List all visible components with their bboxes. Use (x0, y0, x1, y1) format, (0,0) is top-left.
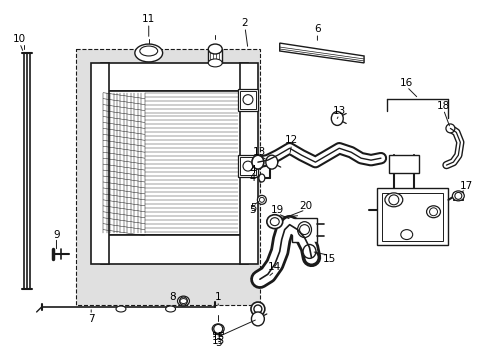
Ellipse shape (451, 191, 463, 201)
Text: 7: 7 (88, 314, 94, 324)
Ellipse shape (266, 215, 282, 229)
Circle shape (257, 195, 266, 204)
Text: 11: 11 (142, 14, 155, 24)
Ellipse shape (208, 59, 222, 67)
Text: 8: 8 (169, 292, 176, 302)
Ellipse shape (251, 312, 264, 326)
Bar (91, 63, 109, 264)
Text: 15: 15 (322, 255, 335, 264)
Ellipse shape (258, 174, 264, 182)
Ellipse shape (212, 324, 224, 334)
Bar (240, 157, 255, 175)
Polygon shape (279, 43, 364, 63)
Text: 20: 20 (298, 201, 311, 211)
Ellipse shape (180, 298, 186, 303)
Ellipse shape (116, 306, 126, 312)
Ellipse shape (135, 44, 163, 62)
Bar (238, 89, 257, 111)
Text: 14: 14 (267, 262, 281, 272)
Circle shape (388, 195, 398, 205)
Bar (291, 218, 317, 242)
Ellipse shape (265, 155, 277, 169)
Text: 9: 9 (53, 230, 60, 239)
Text: 6: 6 (313, 24, 320, 34)
Ellipse shape (304, 251, 318, 264)
Text: 16: 16 (399, 78, 412, 88)
Ellipse shape (400, 230, 412, 239)
Circle shape (428, 208, 437, 216)
Bar (381, 193, 443, 240)
Text: 3: 3 (214, 338, 221, 348)
Bar (376, 188, 447, 246)
Ellipse shape (384, 193, 402, 207)
Text: 5: 5 (249, 205, 256, 215)
Bar (101, 91, 247, 235)
Circle shape (454, 192, 461, 199)
Text: 4: 4 (249, 173, 256, 183)
Text: 15: 15 (211, 332, 224, 342)
Circle shape (259, 197, 264, 202)
Bar (208, 49, 222, 63)
Bar (76, 49, 259, 305)
Ellipse shape (331, 112, 343, 125)
Text: 13: 13 (253, 147, 266, 157)
Text: 12: 12 (285, 135, 298, 145)
Ellipse shape (270, 218, 279, 226)
Text: 17: 17 (459, 181, 472, 191)
Bar (101, 235, 247, 264)
Bar (240, 63, 257, 264)
Bar (452, 192, 462, 200)
Text: 10: 10 (13, 34, 26, 44)
Ellipse shape (445, 124, 454, 133)
Text: 19: 19 (270, 205, 284, 215)
Ellipse shape (177, 296, 189, 306)
Ellipse shape (140, 46, 157, 56)
Ellipse shape (297, 222, 311, 238)
Circle shape (213, 324, 222, 333)
Ellipse shape (165, 306, 175, 312)
Circle shape (243, 95, 252, 105)
Bar (238, 155, 257, 177)
Bar (213, 326, 223, 334)
Text: 1: 1 (214, 292, 221, 302)
Ellipse shape (303, 244, 315, 258)
Ellipse shape (250, 302, 264, 316)
Text: 18: 18 (436, 100, 449, 111)
Text: 5: 5 (249, 203, 256, 213)
Circle shape (179, 297, 187, 305)
Bar (240, 91, 255, 109)
Ellipse shape (251, 155, 264, 169)
Text: 2: 2 (241, 18, 248, 28)
Bar (388, 155, 418, 173)
Text: 13: 13 (332, 105, 345, 116)
Text: 15: 15 (211, 336, 224, 346)
Circle shape (243, 161, 252, 171)
Ellipse shape (208, 44, 222, 54)
Circle shape (299, 225, 309, 235)
Circle shape (253, 305, 262, 313)
Bar (101, 63, 247, 91)
Ellipse shape (426, 206, 440, 218)
Text: 4: 4 (249, 165, 256, 175)
